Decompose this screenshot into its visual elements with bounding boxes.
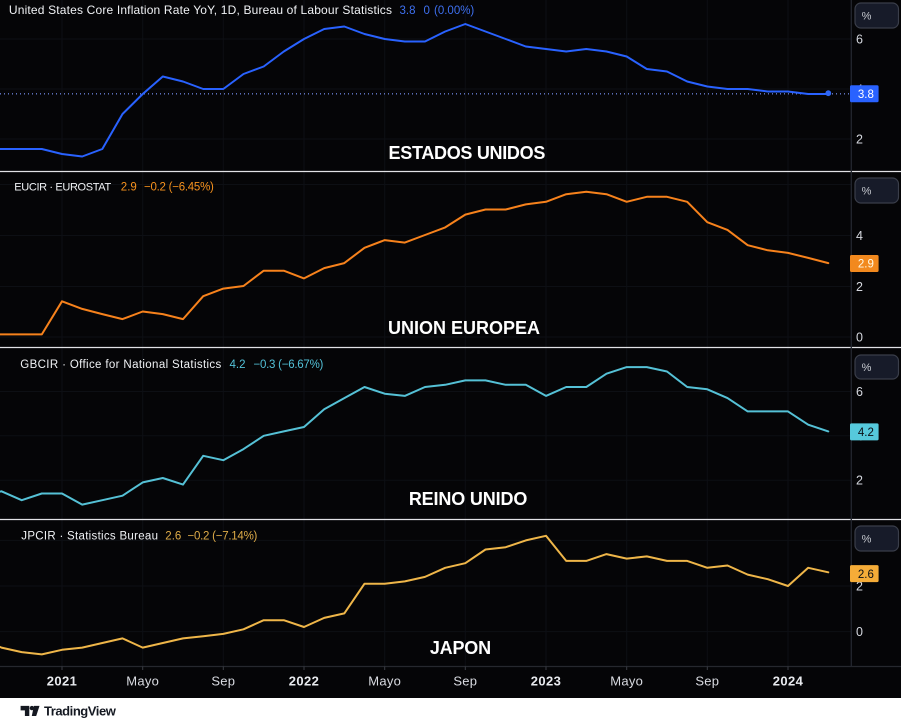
svg-text:6: 6 [856, 33, 863, 47]
svg-text:−0.2 (−7.14%): −0.2 (−7.14%) [188, 531, 258, 543]
svg-text:2.6: 2.6 [858, 569, 874, 581]
svg-text:3.8: 3.8 [400, 5, 416, 17]
svg-text:%: % [862, 186, 872, 198]
svg-text:EUCIR · EUROSTAT: EUCIR · EUROSTAT [14, 182, 111, 194]
svg-text:Sep: Sep [695, 673, 719, 688]
svg-text:Sep: Sep [211, 673, 235, 688]
svg-text:2: 2 [856, 580, 863, 594]
svg-text:GBCIR · Office for National St: GBCIR · Office for National Statistics [20, 359, 221, 371]
svg-text:(0.00%): (0.00%) [434, 5, 474, 17]
svg-text:2.9: 2.9 [858, 259, 874, 271]
svg-text:United States Core Inflation R: United States Core Inflation Rate YoY, 1… [9, 3, 392, 17]
svg-text:2022: 2022 [289, 673, 320, 688]
svg-text:2: 2 [856, 133, 863, 147]
svg-text:Mayo: Mayo [368, 673, 401, 688]
svg-text:0: 0 [424, 5, 430, 17]
svg-text:Mayo: Mayo [610, 673, 643, 688]
svg-text:%: % [862, 11, 872, 23]
svg-text:0: 0 [856, 625, 863, 639]
svg-text:2.6: 2.6 [165, 531, 181, 543]
svg-text:TradingView: TradingView [44, 703, 117, 718]
svg-text:4.2: 4.2 [858, 427, 874, 439]
svg-text:Mayo: Mayo [126, 673, 159, 688]
svg-text:0: 0 [856, 331, 863, 345]
svg-text:JPCIR · Statistics Bureau: JPCIR · Statistics Bureau [21, 531, 158, 543]
svg-text:Sep: Sep [453, 673, 477, 688]
svg-text:2.9: 2.9 [121, 182, 137, 194]
svg-text:JAPON: JAPON [430, 638, 491, 658]
svg-text:4: 4 [856, 229, 863, 243]
svg-text:UNION EUROPEA: UNION EUROPEA [388, 318, 540, 338]
svg-text:2: 2 [856, 280, 863, 294]
svg-text:2: 2 [856, 474, 863, 488]
svg-text:6: 6 [856, 385, 863, 399]
svg-text:2024: 2024 [773, 673, 804, 688]
svg-text:ESTADOS UNIDOS: ESTADOS UNIDOS [389, 143, 546, 163]
svg-text:−0.3 (−6.67%): −0.3 (−6.67%) [254, 359, 324, 371]
svg-text:−0.2 (−6.45%): −0.2 (−6.45%) [144, 182, 214, 194]
svg-text:%: % [862, 534, 872, 546]
svg-text:REINO UNIDO: REINO UNIDO [409, 489, 528, 509]
svg-text:4.2: 4.2 [230, 359, 246, 371]
svg-text:3.8: 3.8 [858, 89, 874, 101]
svg-text:2021: 2021 [47, 673, 78, 688]
svg-text:2023: 2023 [531, 673, 562, 688]
svg-text:%: % [862, 362, 872, 374]
